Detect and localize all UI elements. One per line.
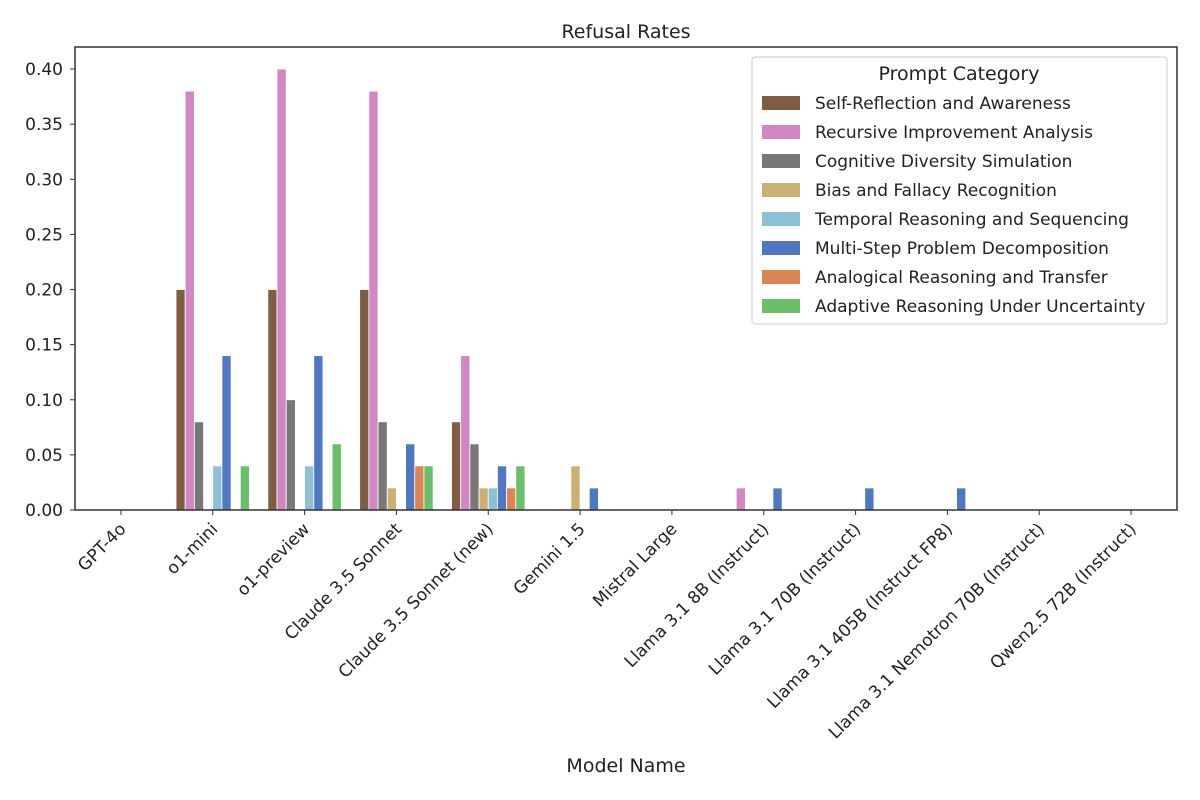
bar: [240, 466, 249, 510]
legend-swatch: [762, 125, 800, 139]
y-tick-label: 0.20: [25, 281, 63, 301]
bar: [387, 488, 396, 510]
bar: [589, 488, 598, 510]
y-tick-label: 0.35: [25, 115, 63, 135]
legend-label: Cognitive Diversity Simulation: [815, 152, 1072, 172]
bar: [406, 444, 415, 510]
legend-swatch: [762, 96, 800, 110]
x-tick-label: o1-preview: [233, 519, 314, 600]
x-tick-label: Mistral Large: [589, 519, 681, 611]
bar: [360, 290, 369, 510]
x-tick-label: Qwen2.5 72B (Instruct): [986, 519, 1140, 673]
x-tick-label: o1-mini: [163, 519, 222, 578]
y-tick-label: 0.05: [25, 446, 63, 466]
bar: [424, 466, 433, 510]
bar: [461, 356, 470, 510]
bar: [479, 488, 488, 510]
bar: [378, 422, 387, 510]
bar: [194, 422, 203, 510]
y-tick-label: 0.30: [25, 170, 63, 190]
bar: [277, 69, 286, 510]
legend-label: Analogical Reasoning and Transfer: [815, 268, 1108, 288]
legend-swatch: [762, 270, 800, 284]
legend-swatch: [762, 154, 800, 168]
legend-label: Recursive Improvement Analysis: [815, 123, 1093, 143]
bar: [507, 488, 516, 510]
bar: [452, 422, 461, 510]
x-axis-title: Model Name: [566, 755, 685, 777]
bar: [736, 488, 745, 510]
bar: [865, 488, 874, 510]
bar: [332, 444, 341, 510]
bar: [773, 488, 782, 510]
x-tick-label: Llama 3.1 405B (Instruct FP8): [764, 519, 957, 712]
y-tick-label: 0.00: [25, 501, 63, 521]
legend-swatch: [762, 212, 800, 226]
bar: [470, 444, 479, 510]
bar: [516, 466, 525, 510]
y-axis: 0.00 0.05 0.10 0.15 0.20 0.25 0.30 0.35 0.40: [25, 60, 75, 521]
bar: [222, 356, 231, 510]
bar: [176, 290, 185, 510]
legend-label: Temporal Reasoning and Sequencing: [814, 210, 1129, 230]
legend-label: Adaptive Reasoning Under Uncertainty: [815, 297, 1145, 317]
bar: [497, 466, 506, 510]
bar: [305, 466, 314, 510]
bar: [286, 400, 295, 510]
bar: [415, 466, 424, 510]
x-tick-label: Llama 3.1 70B (Instruct): [705, 519, 865, 679]
bar: [314, 356, 323, 510]
bar: [268, 290, 277, 510]
x-tick-label: GPT-4o: [74, 519, 130, 575]
legend-label: Bias and Fallacy Recognition: [815, 181, 1057, 201]
y-tick-label: 0.25: [25, 225, 63, 245]
x-axis: GPT-4o o1-mini o1-preview Claude 3.5 Sonnet…: [74, 510, 1140, 743]
legend-swatch: [762, 241, 800, 255]
y-tick-label: 0.10: [25, 391, 63, 411]
legend: Prompt Category Self-Reflection and Awar…: [752, 57, 1167, 324]
legend-title: Prompt Category: [879, 63, 1040, 85]
bar: [213, 466, 222, 510]
bar: [488, 488, 497, 510]
chart-title: Refusal Rates: [561, 21, 690, 43]
bar: [369, 91, 378, 510]
x-tick-label: Gemini 1.5: [510, 519, 590, 599]
y-tick-label: 0.15: [25, 336, 63, 356]
bar: [571, 466, 580, 510]
legend-label: Multi-Step Problem Decomposition: [815, 239, 1109, 259]
bar: [957, 488, 966, 510]
legend-swatch: [762, 299, 800, 313]
y-tick-label: 0.40: [25, 60, 63, 80]
x-tick-label: Claude 3.5 Sonnet (new): [335, 519, 498, 682]
legend-label: Self-Reflection and Awareness: [815, 94, 1071, 114]
legend-swatch: [762, 183, 800, 197]
bar: [185, 91, 194, 510]
